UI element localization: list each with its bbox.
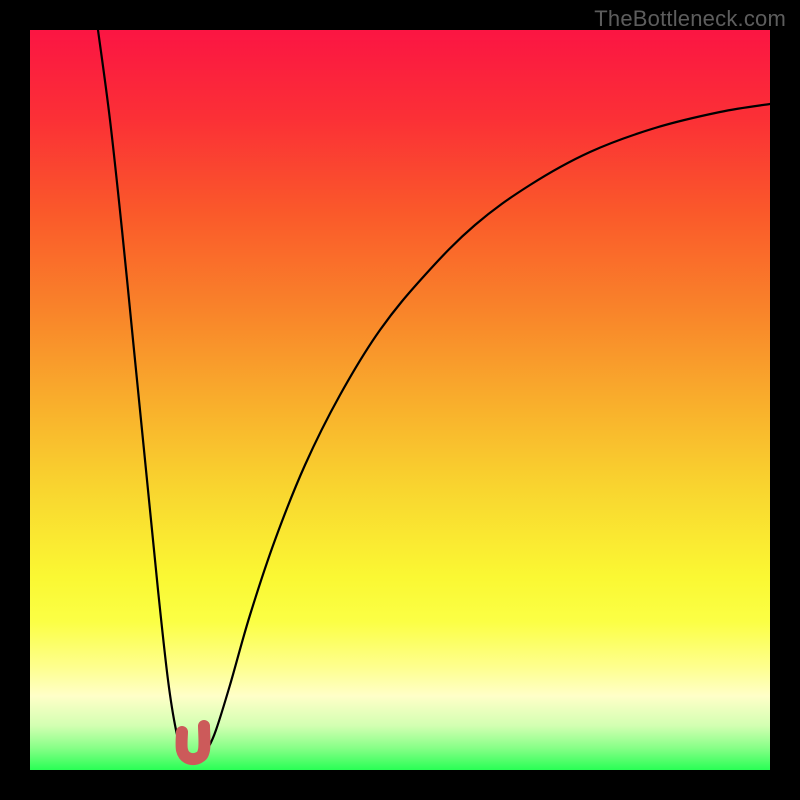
chart-canvas: TheBottleneck.com <box>0 0 800 800</box>
bottleneck-curve <box>98 30 770 758</box>
minimum-marker <box>182 726 205 759</box>
curve-layer <box>30 30 770 770</box>
plot-area <box>30 30 770 770</box>
watermark-label: TheBottleneck.com <box>594 6 786 32</box>
